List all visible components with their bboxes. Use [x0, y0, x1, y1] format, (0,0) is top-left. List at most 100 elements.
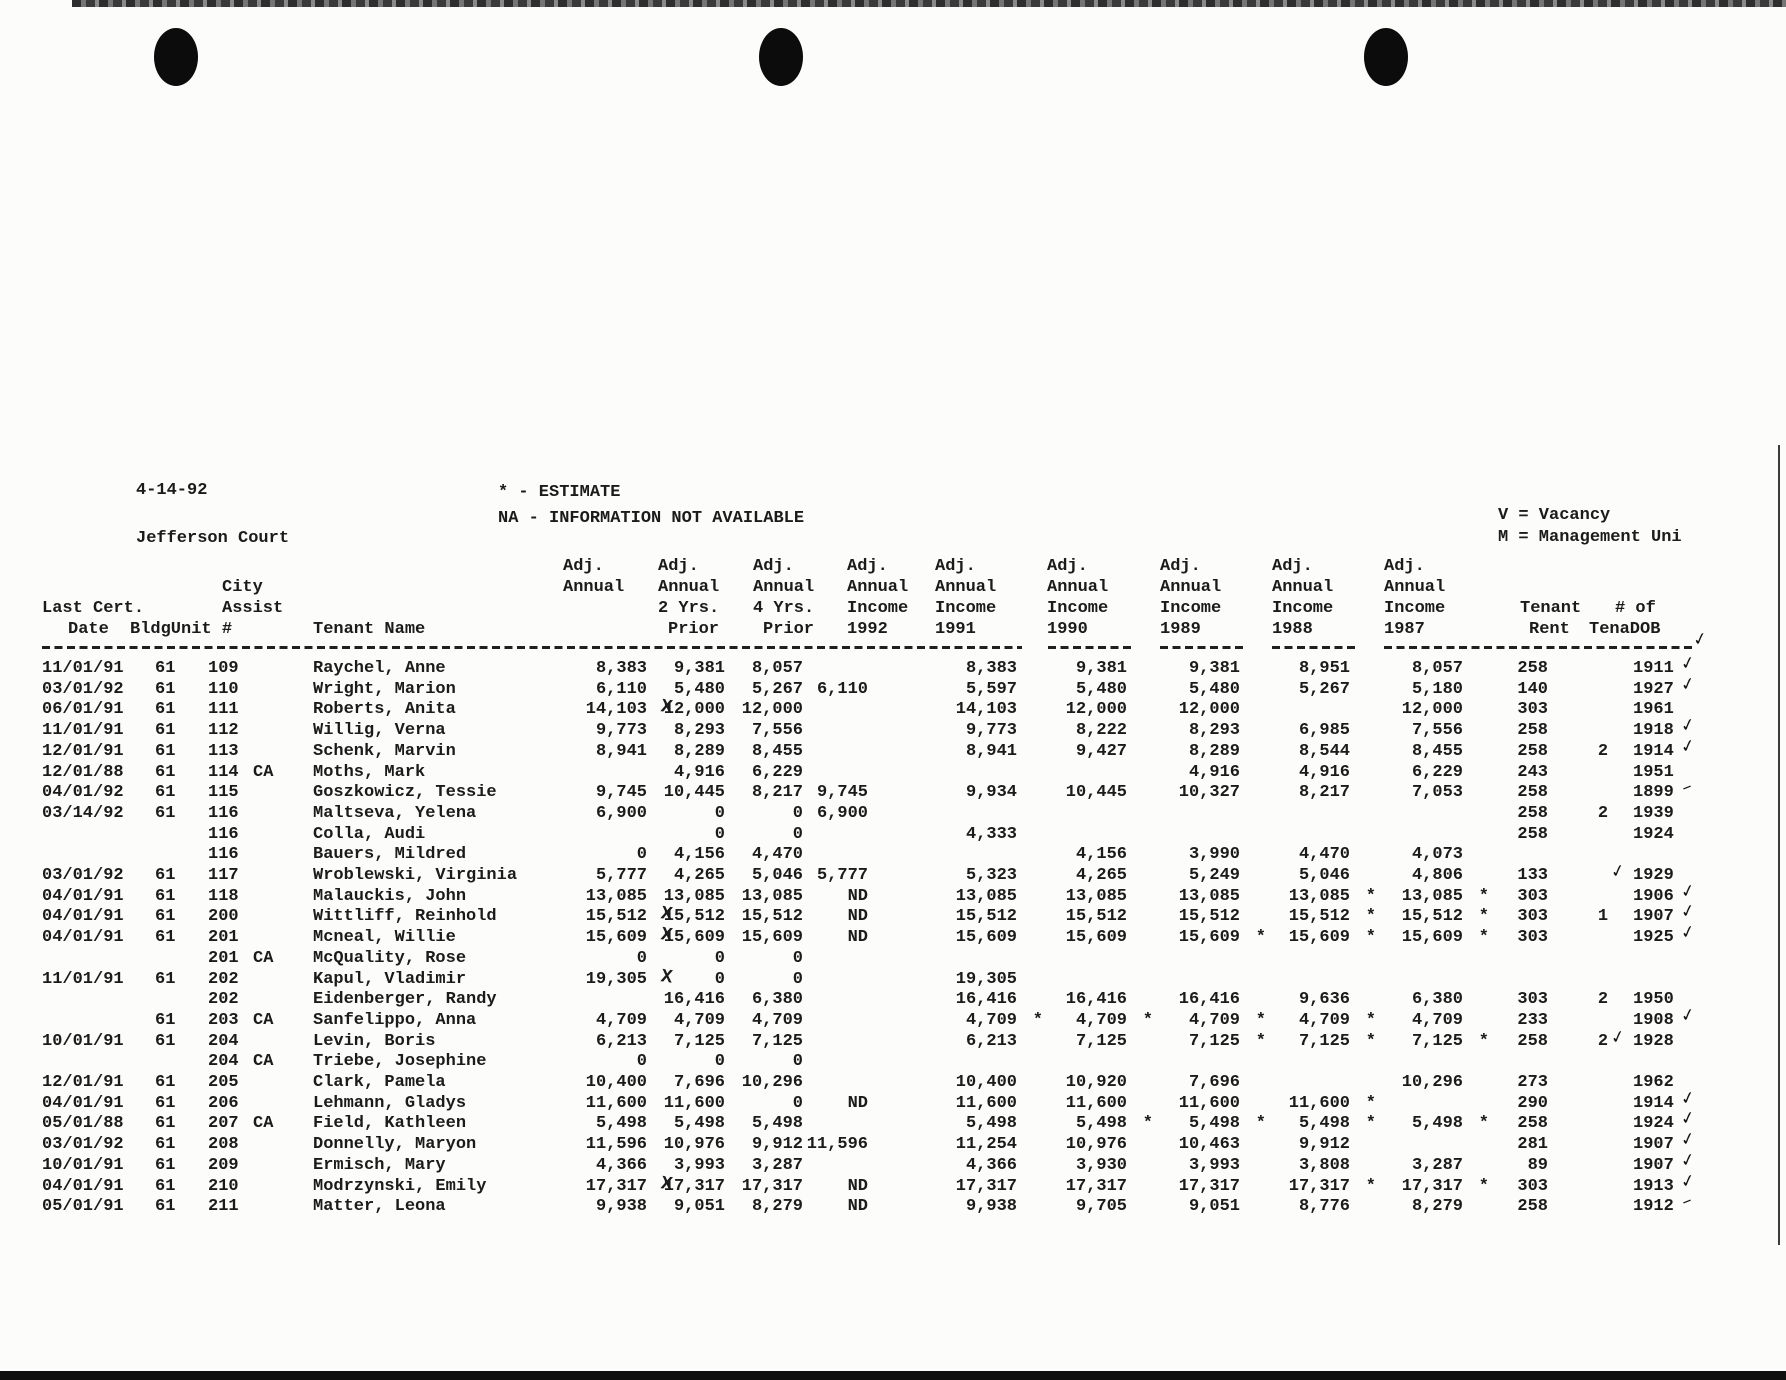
header-label-i89: Income [1160, 599, 1222, 618]
scan-artifact-right-edge [1778, 445, 1780, 1245]
cell-rent: 243 [1517, 762, 1548, 782]
header-label-p4i: Prior [763, 620, 815, 639]
cell-p2: 0 [714, 948, 725, 968]
cell-bldg: 61 [155, 679, 176, 699]
cell-i88: 4,470 [1298, 845, 1350, 865]
cell-i89: 11,600 [1178, 1093, 1240, 1113]
cell-dob: 1929 [1633, 866, 1674, 885]
table-row: 201 CA McQuality, Rose 0 0 0 [0, 948, 1786, 969]
cell-i88: 15,609 * [1288, 928, 1376, 948]
cell-date: 03/14/92 [42, 803, 124, 823]
cell-dob: 1906 ✓ [1633, 879, 1697, 906]
cell-bldg: 61 [155, 907, 176, 927]
cell-p2: 0 [714, 1052, 725, 1072]
cell-date: 11/01/91 [42, 659, 124, 678]
estimate-star: * [1365, 1010, 1376, 1030]
cell-adj: 8,383 [595, 659, 647, 678]
cell-p2: 10,976 [663, 1135, 725, 1155]
cell-date: 03/01/92 [42, 1135, 124, 1155]
cell-date: 04/01/91 [42, 886, 124, 906]
header-label-numof: # of [1615, 599, 1656, 618]
cell-unit: 116 [208, 824, 239, 844]
cell-i91: 15,512 [955, 907, 1017, 927]
property-name: Jefferson Court [136, 529, 290, 548]
table-row: 04/01/91 61 118 Malauckis, John 13,085 13,085… [0, 879, 1786, 907]
header-label-i89: Adj. [1160, 557, 1201, 576]
table-row: 03/01/92 61 110 Wright, Marion 6,110 5,480 5,2… [0, 673, 1786, 700]
table-row: 04/01/91 61 206 Lehmann, Gladys 11,600 11,600… [0, 1087, 1786, 1114]
cell-p2: 9,381 [673, 659, 725, 678]
estimate-star: * [1032, 1010, 1043, 1030]
cell-p2: 7,125 [673, 1031, 725, 1051]
cell-rent: 133 [1517, 866, 1548, 885]
header-label-i89: 1989 [1160, 620, 1201, 639]
cell-i88: 3,808 [1298, 1155, 1350, 1175]
cell-i87: 6,229 [1411, 762, 1463, 782]
cell-name: Mcneal, Willie [313, 928, 456, 948]
cell-name: Wittliff, Reinhold [313, 907, 497, 927]
cell-i89: 10,463 [1178, 1135, 1240, 1155]
cell-bldg: 61 [155, 741, 176, 761]
cell-rent: 303 [1517, 907, 1548, 927]
cell-i90: 9,705 [1075, 1197, 1127, 1217]
cell-i90: 15,609 [1065, 928, 1127, 948]
cell-date: 04/01/91 [42, 1176, 124, 1196]
cell-name: Clark, Pamela [313, 1073, 446, 1092]
table-row: 03/14/92 61 116 Maltseva, Yelena 6,900 0 0 6,90… [0, 803, 1786, 824]
cell-name: Malauckis, John [313, 886, 467, 906]
table-row: 04/01/91 61 200 Wittliff, Reinhold 15,512 X 15… [0, 900, 1786, 927]
header-label-p2: Annual [658, 578, 720, 597]
cell-i89: 16,416 [1178, 990, 1240, 1010]
cell-i90: 17,317 [1065, 1176, 1127, 1196]
cell-p4: 8,057 [751, 659, 803, 678]
cell-i92: ND [847, 928, 868, 948]
cell-rent: 140 [1517, 679, 1548, 699]
cell-date: 10/01/91 [42, 1031, 124, 1051]
cell-bldg: 61 [155, 700, 176, 720]
scan-artifact-bottom-strip [0, 1371, 1786, 1380]
cell-date: 12/01/88 [42, 762, 124, 782]
table-row: 05/01/91 61 211 Matter, Leona 9,938 9,051 8,27… [0, 1190, 1786, 1217]
cell-i91: 5,323 [965, 866, 1017, 885]
punch-hole [1364, 28, 1408, 86]
cell-date: 11/01/91 [42, 721, 124, 741]
cell-unit: 204 [208, 1052, 239, 1072]
header-label-p4: 4 Yrs. [753, 599, 815, 618]
cell-i92: ND [847, 907, 868, 927]
cell-dob: 1912– [1633, 1190, 1696, 1217]
estimate-star: * [1365, 886, 1376, 906]
cell-date: 12/01/91 [42, 741, 124, 761]
cell-i89: 12,000 [1178, 700, 1240, 720]
header-label-p4: Annual [753, 578, 815, 597]
cell-i88: 4,709 * [1298, 1010, 1376, 1030]
cell-i87: 5,498 * [1411, 1114, 1489, 1134]
table-row: 11/01/91 61 109 Raychel, Anne 8,383 9,381 8,05… [0, 652, 1786, 679]
cell-i88: 11,600 * [1288, 1093, 1376, 1113]
cell-rent: 258 [1517, 803, 1548, 823]
cell-rent: 258 [1517, 659, 1548, 678]
cell-name: Donnelly, Maryon [313, 1135, 477, 1155]
cell-i92: 5,777 [816, 866, 868, 885]
cell-date: 04/01/91 [42, 928, 124, 948]
cell-i91: 8,383 [965, 659, 1017, 678]
cell-rent: 258 [1517, 1031, 1548, 1051]
cell-p2: 0 [714, 824, 725, 844]
cell-bldg: 61 [155, 1010, 176, 1030]
cell-dob: 1899– [1633, 776, 1696, 803]
cell-ca: CA [253, 1010, 274, 1030]
cell-i88: 5,498 * [1298, 1114, 1376, 1134]
cell-adj: 5,777 [595, 866, 647, 885]
cell-p2: 4,265 [673, 866, 725, 885]
cell-bldg: 61 [155, 886, 176, 906]
cell-date: 06/01/91 [42, 700, 124, 720]
cell-unit: 118 [208, 886, 239, 906]
estimate-star: * [1365, 1114, 1376, 1134]
estimate-star: * [1255, 1114, 1266, 1134]
cell-i91: 4,709 * [965, 1010, 1043, 1030]
header-label-dateind: Date [68, 620, 109, 639]
cell-i89: 15,609 * [1178, 928, 1266, 948]
header-label-i87: 1987 [1384, 620, 1425, 639]
cell-p4: 0 [792, 948, 803, 968]
cell-rent: 303 [1517, 886, 1548, 906]
